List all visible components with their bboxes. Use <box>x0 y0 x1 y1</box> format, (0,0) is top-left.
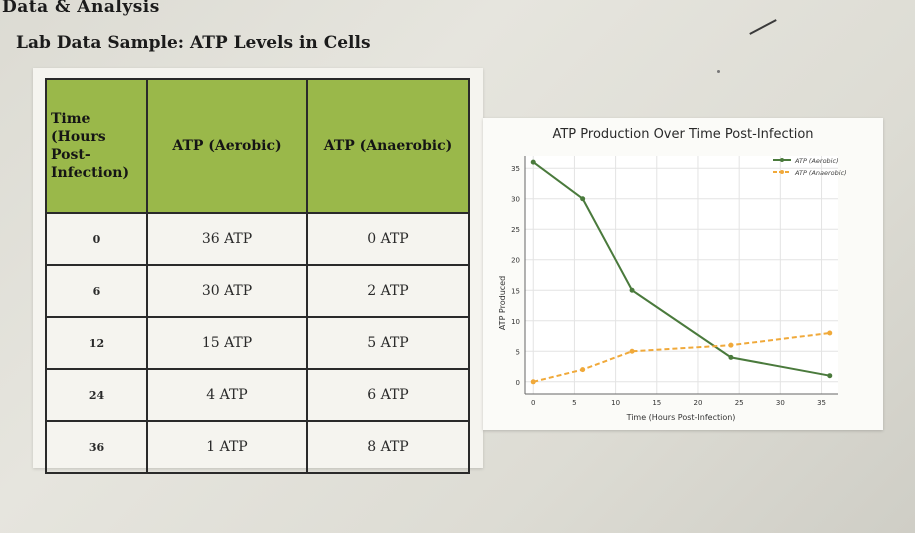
table-cell: 4 ATP <box>146 368 308 422</box>
x-tick-label: 25 <box>735 399 744 407</box>
y-tick-label: 25 <box>511 226 520 234</box>
atp-line-chart: 0 5 10 15 20 25 30 35 0 5 10 15 20 25 30 35 ATP (Aerobi… <box>498 127 847 422</box>
x-tick-label: 30 <box>776 399 785 407</box>
legend-marker <box>780 170 784 174</box>
table-cell: 6 <box>45 264 148 318</box>
table-row: 6 30 ATP 2 ATP <box>45 264 470 318</box>
table-cell: 1 ATP <box>146 420 308 474</box>
header-time: Time (Hours Post-Infection) <box>45 78 148 214</box>
dot-mark <box>717 70 720 73</box>
chart-series <box>530 159 833 385</box>
data-table-card: Time (Hours Post-Infection) ATP (Aerobic… <box>33 68 483 474</box>
x-tick-label: 0 <box>531 399 535 407</box>
table-header-row: Time (Hours Post-Infection) ATP (Aerobic… <box>45 78 470 214</box>
table-cell: 8 ATP <box>306 420 470 474</box>
data-point <box>728 342 734 348</box>
chart-axes: 0 5 10 15 20 25 30 35 0 5 10 15 20 25 30 35 <box>511 156 838 407</box>
y-tick-label: 15 <box>511 287 520 295</box>
chart-legend: ATP (Aerobic) ATP (Anaerobic) <box>773 157 847 177</box>
table-row: 36 1 ATP 8 ATP <box>45 420 470 474</box>
y-tick-label: 30 <box>511 196 520 204</box>
table-cell: 6 ATP <box>306 368 470 422</box>
table-cell: 0 ATP <box>306 212 470 266</box>
table-cell: 24 <box>45 368 148 422</box>
data-point <box>530 379 536 385</box>
x-tick-label: 20 <box>694 399 703 407</box>
x-tick-label: 10 <box>611 399 620 407</box>
table-row: 0 36 ATP 0 ATP <box>45 212 470 266</box>
y-tick-label: 0 <box>516 379 520 387</box>
y-axis-label: ATP Produced <box>498 276 507 330</box>
data-point <box>827 330 833 336</box>
x-tick-label: 15 <box>652 399 661 407</box>
x-tick-label: 5 <box>572 399 576 407</box>
page-header: Data & Analysis <box>2 0 160 17</box>
x-tick-label: 35 <box>817 399 826 407</box>
table-cell: 12 <box>45 316 148 370</box>
legend-label: ATP (Aerobic) <box>794 157 839 165</box>
y-tick-label: 35 <box>511 165 520 173</box>
header-anaerobic: ATP (Anaerobic) <box>306 78 470 214</box>
chart-panel: 0 5 10 15 20 25 30 35 0 5 10 15 20 25 30 35 ATP (Aerobi… <box>483 118 883 430</box>
legend-label: ATP (Anaerobic) <box>794 169 847 177</box>
table-cell: 5 ATP <box>306 316 470 370</box>
data-point <box>629 348 635 354</box>
table-row: 12 15 ATP 5 ATP <box>45 316 470 370</box>
atp-data-table: Time (Hours Post-Infection) ATP (Aerobic… <box>45 78 470 474</box>
series-line-anaerobic <box>532 331 830 383</box>
header-aerobic: ATP (Aerobic) <box>146 78 308 214</box>
table-row: 24 4 ATP 6 ATP <box>45 368 470 422</box>
page-subtitle: Lab Data Sample: ATP Levels in Cells <box>16 33 371 53</box>
chart-title: ATP Production Over Time Post-Infection <box>552 127 813 142</box>
table-cell: 15 ATP <box>146 316 308 370</box>
data-point <box>580 367 586 373</box>
data-point <box>728 354 734 360</box>
legend-marker <box>780 158 784 162</box>
data-point <box>580 196 586 202</box>
y-tick-label: 20 <box>511 257 520 265</box>
table-cell: 36 ATP <box>146 212 308 266</box>
pen-mark <box>749 19 777 35</box>
data-point <box>629 287 635 293</box>
y-tick-label: 10 <box>511 318 520 326</box>
y-tick-label: 5 <box>516 348 520 356</box>
x-axis-label: Time (Hours Post-Infection) <box>626 413 736 422</box>
table-cell: 2 ATP <box>306 264 470 318</box>
table-cell: 30 ATP <box>146 264 308 318</box>
table-cell: 0 <box>45 212 148 266</box>
data-point <box>530 159 536 165</box>
table-cell: 36 <box>45 420 148 474</box>
data-point <box>827 373 833 379</box>
